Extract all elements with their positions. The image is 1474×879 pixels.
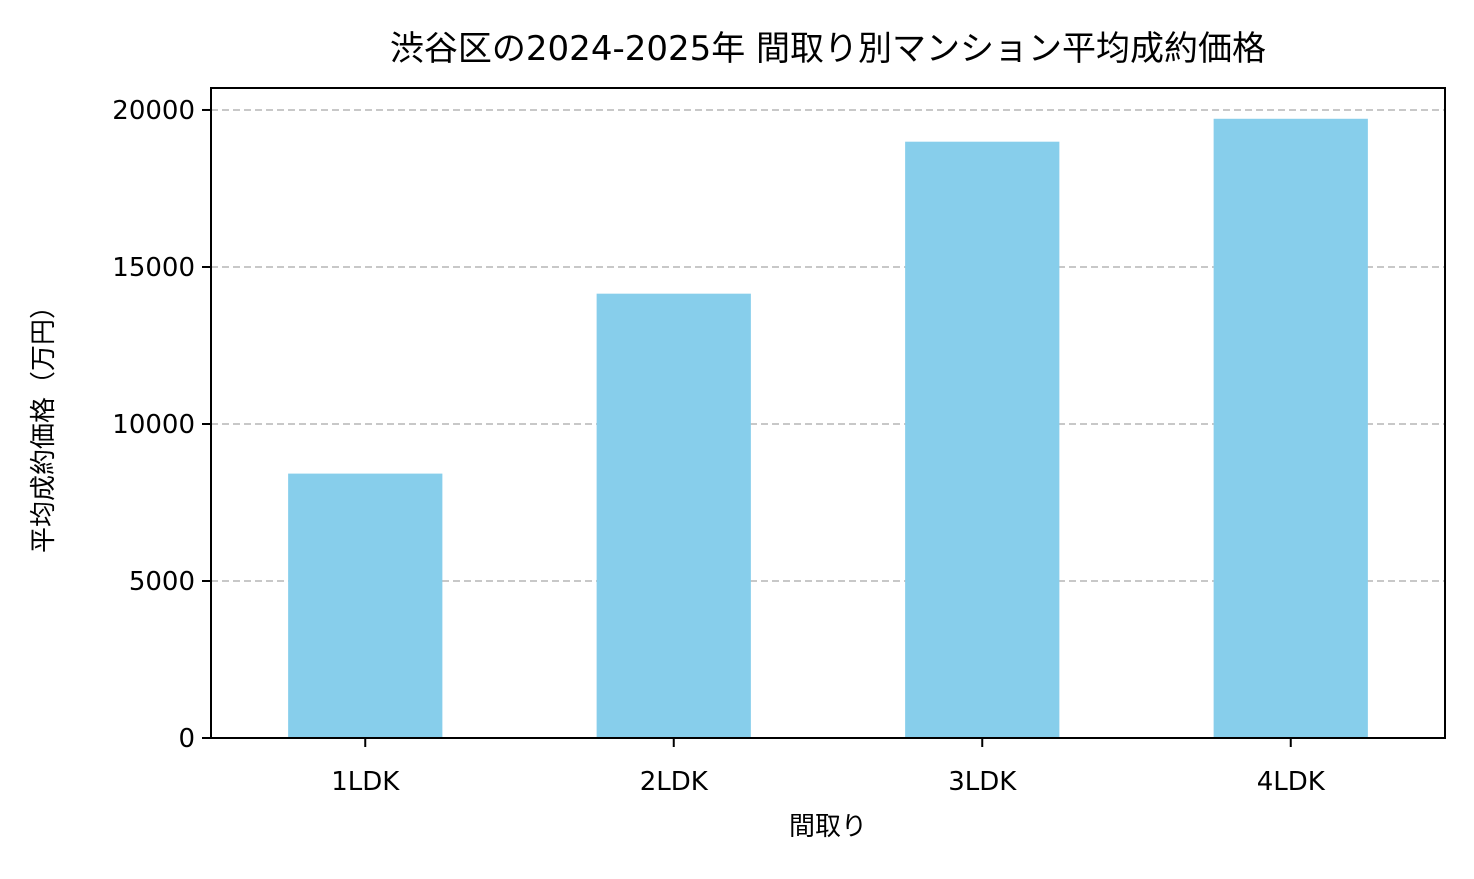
y-axis: 0 5000 10000 15000 20000 [112, 96, 211, 754]
bars [288, 118, 1368, 738]
x-tick-label: 1LDK [331, 767, 400, 797]
x-axis-label: 間取り [789, 812, 867, 842]
plot-frame [210, 87, 1446, 739]
bar-4LDK [1213, 118, 1368, 738]
y-tick-label: 20000 [112, 96, 195, 126]
x-axis: 1LDK 2LDK 3LDK 4LDK [331, 738, 1326, 797]
y-tick-label: 10000 [112, 410, 195, 440]
bar-1LDK [288, 473, 443, 738]
x-tick-label: 4LDK [1257, 767, 1326, 797]
y-tick-label: 0 [178, 724, 195, 754]
y-tick-label: 5000 [129, 567, 195, 597]
y-axis-label: 平均成約価格（万円） [29, 293, 59, 553]
x-tick-label: 3LDK [948, 767, 1017, 797]
chart-title: 渋谷区の2024-2025年 間取り別マンション平均成約価格 [390, 29, 1266, 69]
x-tick-label: 2LDK [640, 767, 709, 797]
bar-2LDK [596, 293, 751, 738]
y-tick-label: 15000 [112, 253, 195, 283]
bar-3LDK [905, 141, 1060, 738]
